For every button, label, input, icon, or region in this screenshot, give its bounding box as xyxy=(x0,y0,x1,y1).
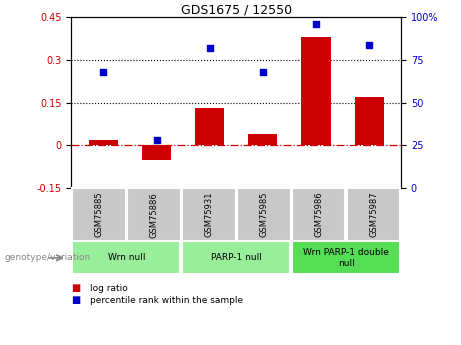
Text: GSM75931: GSM75931 xyxy=(204,192,213,237)
Point xyxy=(259,69,266,75)
Text: log ratio: log ratio xyxy=(90,284,128,293)
Point xyxy=(366,42,373,47)
Bar xyxy=(301,37,331,145)
Text: GSM75886: GSM75886 xyxy=(149,192,159,237)
Bar xyxy=(142,145,171,159)
Point xyxy=(153,137,160,143)
Text: PARP-1 null: PARP-1 null xyxy=(211,253,262,263)
Point xyxy=(100,69,107,75)
Bar xyxy=(248,134,278,145)
Bar xyxy=(355,97,384,145)
Text: Wrn PARP-1 double
null: Wrn PARP-1 double null xyxy=(303,248,389,268)
Text: GSM75986: GSM75986 xyxy=(314,192,323,237)
Title: GDS1675 / 12550: GDS1675 / 12550 xyxy=(181,3,292,16)
Text: GSM75985: GSM75985 xyxy=(259,192,268,237)
Bar xyxy=(195,108,225,145)
Bar xyxy=(89,140,118,145)
Text: ■: ■ xyxy=(71,283,81,293)
Text: genotype/variation: genotype/variation xyxy=(5,253,91,263)
Text: Wrn null: Wrn null xyxy=(107,253,145,263)
Text: ■: ■ xyxy=(71,295,81,305)
Text: GSM75885: GSM75885 xyxy=(95,192,103,237)
Text: percentile rank within the sample: percentile rank within the sample xyxy=(90,296,243,305)
Point xyxy=(312,21,319,27)
Point xyxy=(206,45,213,51)
Text: GSM75987: GSM75987 xyxy=(369,192,378,237)
